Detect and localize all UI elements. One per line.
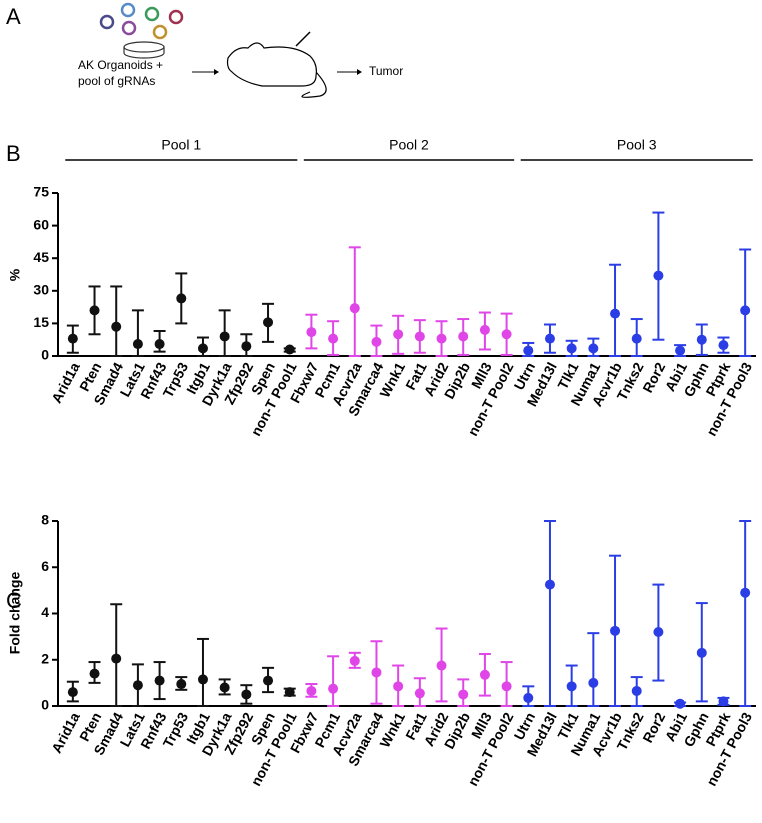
y-axis-title: % (7, 268, 23, 281)
point (67, 687, 78, 698)
point (436, 660, 447, 671)
point (740, 587, 751, 598)
schematic-text: AK Organoids + (78, 58, 163, 72)
y-tick-label: 30 (33, 282, 49, 298)
point (306, 685, 317, 696)
point (89, 668, 100, 679)
y-tick-label: 2 (41, 650, 49, 666)
point (458, 331, 469, 342)
point (154, 675, 165, 686)
y-tick-label: 0 (41, 347, 49, 363)
panel-label: C (6, 588, 22, 613)
point (479, 669, 490, 680)
point (176, 293, 187, 304)
point (501, 329, 512, 340)
y-axis-title: Fold change (7, 572, 23, 655)
point (393, 681, 404, 692)
point (458, 689, 469, 700)
y-tick-label: 60 (33, 216, 49, 232)
point (197, 343, 208, 354)
point (349, 303, 360, 314)
point (284, 687, 295, 698)
point (436, 333, 447, 344)
point (263, 317, 274, 328)
point (349, 655, 360, 666)
point (479, 324, 490, 335)
y-tick-label: 75 (33, 184, 49, 200)
point (414, 331, 425, 342)
point (588, 343, 599, 354)
point (263, 675, 274, 686)
point (501, 681, 512, 692)
point (718, 340, 729, 351)
point (653, 627, 664, 637)
point (610, 625, 621, 636)
point (241, 341, 252, 352)
panel-label: B (6, 141, 21, 166)
schematic-text: Tumor (369, 64, 403, 78)
schematic-text: pool of gRNAs (78, 74, 155, 88)
point (696, 647, 707, 658)
point (523, 692, 534, 703)
point (111, 653, 122, 664)
point (241, 689, 252, 700)
y-tick-label: 0 (41, 697, 49, 713)
point (588, 677, 599, 688)
pool-label: Pool 3 (617, 137, 657, 153)
point (89, 305, 100, 316)
x-tick-label: Ror2 (639, 709, 668, 745)
point (631, 685, 642, 696)
point (371, 336, 382, 347)
point (566, 343, 577, 354)
point (566, 681, 577, 692)
point (328, 683, 339, 694)
point (631, 333, 642, 344)
point (414, 688, 425, 699)
point (111, 321, 122, 332)
point (371, 667, 382, 678)
point (219, 331, 230, 342)
y-tick-label: 4 (41, 604, 49, 620)
point (67, 333, 78, 344)
point (675, 345, 686, 356)
y-tick-label: 6 (41, 558, 49, 574)
point (284, 344, 295, 355)
schematic (99, 2, 362, 98)
point (523, 345, 534, 356)
point (696, 334, 707, 345)
point (132, 339, 143, 350)
point (740, 305, 751, 316)
point (675, 698, 686, 709)
point (393, 329, 404, 340)
point (653, 270, 664, 281)
point (544, 333, 555, 344)
point (328, 333, 339, 344)
point (306, 327, 317, 338)
point (610, 308, 621, 319)
pool-label: Pool 1 (161, 137, 201, 153)
y-tick-label: 45 (33, 249, 49, 265)
x-tick-label: Ror2 (639, 359, 668, 395)
point (154, 339, 165, 350)
y-tick-label: 8 (41, 512, 49, 528)
pool-label: Pool 2 (389, 137, 429, 153)
point (176, 679, 187, 690)
y-tick-label: 15 (33, 314, 49, 330)
point (544, 579, 555, 590)
point (219, 682, 230, 693)
panel-label: A (6, 4, 21, 29)
point (197, 674, 208, 685)
point (718, 696, 729, 707)
point (132, 680, 143, 691)
